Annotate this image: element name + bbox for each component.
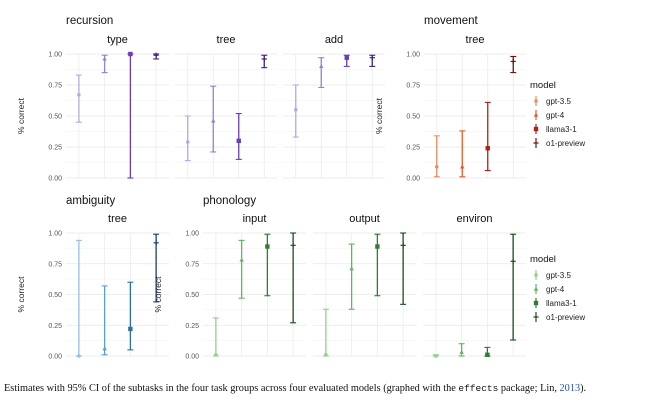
legend-key-triangle (533, 286, 539, 291)
y-tick-label: 1.00 (406, 52, 420, 59)
y-tick-label: 1.00 (48, 52, 62, 59)
y-axis-label: % correct (16, 276, 26, 313)
y-tick-label: 0.75 (185, 261, 199, 268)
legend-0: model gpt-3.5 gpt-4 llama3-1 o1-preview (530, 80, 585, 148)
legend-1: model gpt-3.5 gpt-4 llama3-1 o1-preview (530, 254, 585, 322)
figure-caption: Estimates with 95% CI of the subtasks in… (4, 383, 656, 394)
facet-title: tree (108, 213, 127, 225)
y-tick-label: 0.00 (185, 354, 199, 361)
point-llama3-1 (128, 326, 133, 332)
legend-label-llama3-1: llama3-1 (546, 299, 577, 308)
facet-title: input (243, 213, 267, 225)
facet-phonology-output: output (313, 213, 416, 357)
y-tick-label: 0.25 (48, 323, 62, 330)
group-title-movement: movement (424, 15, 478, 27)
legend-label-llama3-1: llama3-1 (546, 125, 577, 134)
caption-citation-year[interactable]: 2013 (559, 383, 581, 394)
facet-title: environ (456, 213, 492, 225)
point-gpt-4 (460, 164, 465, 169)
y-tick-label: 0.75 (48, 83, 62, 90)
legend-label-gpt-4: gpt-4 (546, 285, 565, 294)
point-llama3-1 (236, 138, 241, 143)
legend-title: model (530, 80, 556, 91)
point-gpt-4 (211, 118, 216, 123)
legend-label-gpt-3.5: gpt-3.5 (546, 97, 571, 106)
caption-package-name: effects (458, 383, 499, 394)
y-tick-label: 0.00 (48, 176, 62, 183)
y-tick-label: 0.25 (48, 145, 62, 152)
legend-label-o1-preview: o1-preview (546, 139, 585, 148)
legend-key-square (533, 126, 539, 132)
y-tick-label: 0.50 (48, 292, 62, 299)
y-tick-label: 0.25 (406, 145, 420, 152)
point-gpt-3.5 (434, 165, 439, 169)
y-tick-label: 0.50 (185, 292, 199, 299)
point-llama3-1 (344, 55, 349, 60)
facet-phonology-environ: environ (423, 213, 526, 358)
group-title-ambiguity: ambiguity (66, 195, 115, 207)
point-gpt-4 (319, 64, 324, 68)
y-axis-label: % correct (16, 97, 26, 134)
facet-title: add (325, 34, 343, 46)
point-gpt-4 (102, 346, 107, 351)
facet-movement-tree: tree (424, 34, 526, 179)
point-gpt-3.5 (324, 352, 328, 357)
legend-key-circle (534, 99, 538, 103)
legend-title: model (530, 254, 556, 265)
point-gpt-4 (239, 257, 244, 262)
point-gpt-3.5 (293, 108, 298, 112)
point-gpt-3.5 (185, 140, 190, 144)
y-tick-label: 0.50 (48, 114, 62, 121)
y-tick-label: 0.00 (406, 176, 420, 183)
point-gpt-3.5 (77, 354, 81, 358)
y-axis-label: % correct (374, 97, 384, 134)
y-tick-label: 0.75 (406, 83, 420, 90)
legend-label-gpt-3.5: gpt-3.5 (546, 271, 571, 280)
y-tick-label: 0.50 (406, 114, 420, 121)
caption-text-end: ). (580, 383, 587, 394)
point-gpt-3.5 (434, 354, 438, 358)
y-tick-label: 0.75 (48, 261, 62, 268)
group-title-phonology: phonology (203, 195, 256, 207)
legend-label-gpt-4: gpt-4 (546, 111, 565, 120)
legend-key-triangle (533, 112, 539, 117)
caption-text-middle: package; Lin, (498, 383, 560, 394)
facet-title: tree (466, 34, 485, 46)
point-llama3-1 (485, 352, 490, 357)
y-tick-label: 1.00 (185, 231, 199, 238)
y-tick-label: 1.00 (48, 231, 62, 238)
point-llama3-1 (375, 244, 380, 249)
group-title-recursion: recursion (66, 15, 113, 27)
point-gpt-3.5 (214, 352, 218, 357)
point-gpt-3.5 (77, 93, 81, 97)
facet-recursion-add: add (283, 34, 385, 179)
point-gpt-4 (459, 349, 464, 354)
facet-recursion-type: type (66, 34, 169, 179)
facet-title: output (349, 213, 380, 225)
point-llama3-1 (128, 51, 133, 57)
facet-title: type (107, 34, 128, 46)
facet-phonology-input: input (203, 213, 306, 357)
point-gpt-4 (102, 56, 107, 61)
y-tick-label: 0.00 (48, 354, 62, 361)
point-gpt-4 (349, 266, 354, 271)
point-llama3-1 (265, 244, 270, 249)
caption-text: Estimates with 95% CI of the subtasks in… (4, 383, 459, 394)
legend-label-o1-preview: o1-preview (546, 313, 585, 322)
y-axis-label: % correct (153, 276, 163, 313)
facet-recursion-tree: tree (175, 34, 277, 179)
facet-title: tree (217, 34, 236, 46)
point-llama3-1 (485, 146, 490, 151)
facet-ambiguity-tree: tree (66, 213, 169, 358)
legend-key-square (533, 300, 539, 306)
legend-key-circle (534, 273, 538, 277)
y-tick-label: 0.25 (185, 323, 199, 330)
effects-figure: recursion % correct 0.00 0.25 0.50 0.75 1.00 ty… (16, 15, 585, 361)
